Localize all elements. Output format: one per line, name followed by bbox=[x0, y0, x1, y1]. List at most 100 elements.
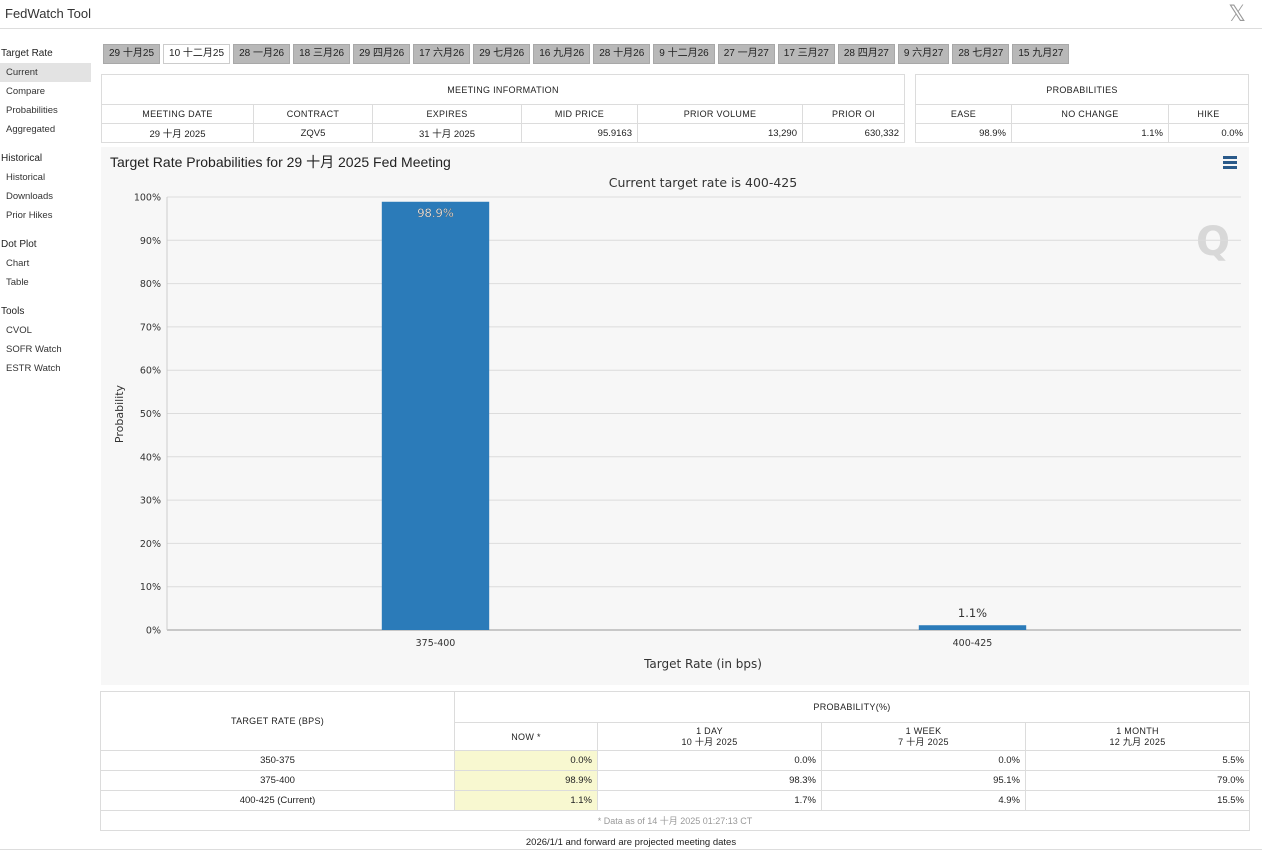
col-header: MID PRICE bbox=[521, 104, 638, 124]
mid-price-value: 95.9163 bbox=[521, 123, 638, 143]
x-axis-title: Target Rate (in bps) bbox=[643, 657, 762, 671]
probabilities-table: PROBABILITIES EASE NO CHANGE HIKE 98.9% … bbox=[915, 74, 1249, 143]
sidebar-nav: Target Rate Current Compare Probabilitie… bbox=[0, 44, 95, 378]
col-date: 10 十月 2025 bbox=[681, 736, 738, 747]
value-cell: 79.0% bbox=[1025, 770, 1250, 791]
value-cell: 0.0% bbox=[821, 750, 1026, 771]
sidebar-item-aggregated[interactable]: Aggregated bbox=[6, 124, 56, 135]
ease-value: 98.9% bbox=[915, 123, 1012, 143]
probability-header: PROBABILITY(%) bbox=[454, 691, 1250, 723]
col-header: MEETING DATE bbox=[101, 104, 254, 124]
prior-oi-value: 630,332 bbox=[802, 123, 905, 143]
now-cell: 0.0% bbox=[454, 750, 598, 771]
col-date: 7 十月 2025 bbox=[898, 736, 949, 747]
y-tick-label: 0% bbox=[146, 626, 161, 637]
sidebar-item-sofr-watch[interactable]: SOFR Watch bbox=[6, 344, 62, 355]
projected-dates-footnote: 2026/1/1 and forward are projected meeti… bbox=[525, 837, 737, 848]
y-axis-title: Probability bbox=[113, 384, 126, 443]
app-title: FedWatch Tool bbox=[5, 6, 91, 21]
meeting-tab[interactable]: 17 三月27 bbox=[777, 44, 835, 64]
y-tick-label: 90% bbox=[140, 236, 161, 247]
sidebar-heading-target-rate: Target Rate bbox=[1, 48, 53, 59]
value-cell: 1.7% bbox=[597, 790, 822, 811]
sidebar-item-estr-watch[interactable]: ESTR Watch bbox=[6, 363, 61, 374]
value-cell: 4.9% bbox=[821, 790, 1026, 811]
meeting-tab[interactable]: 28 一月26 bbox=[233, 44, 291, 64]
rate-cell: 350-375 bbox=[100, 750, 455, 771]
hamburger-menu-icon[interactable] bbox=[1223, 156, 1237, 169]
sidebar-item-historical[interactable]: Historical bbox=[6, 172, 46, 183]
sidebar-item-cvol[interactable]: CVOL bbox=[6, 325, 32, 336]
sidebar-item-chart[interactable]: Chart bbox=[6, 258, 30, 269]
meeting-tab[interactable]: 27 一月27 bbox=[717, 44, 775, 64]
probability-bar-chart: Current target rate is 400-425 Q 0% 10% 20… bbox=[113, 175, 1241, 671]
col-header: EASE bbox=[915, 104, 1012, 124]
target-rate-header: TARGET RATE (BPS) bbox=[100, 691, 455, 751]
col-header: HIKE bbox=[1168, 104, 1249, 124]
meeting-tab[interactable]: 9 十二月26 bbox=[653, 44, 715, 64]
col-date: 12 九月 2025 bbox=[1109, 736, 1166, 747]
value-cell: 0.0% bbox=[597, 750, 822, 771]
col-header-1-day: 1 DAY 10 十月 2025 bbox=[597, 722, 822, 751]
sidebar-item-prior-hikes[interactable]: Prior Hikes bbox=[6, 210, 53, 221]
sidebar-heading-historical: Historical bbox=[1, 153, 43, 164]
meeting-tab[interactable]: 16 九月26 bbox=[533, 44, 591, 64]
y-tick-label: 40% bbox=[140, 452, 161, 463]
meeting-tab[interactable]: 28 七月27 bbox=[952, 44, 1010, 64]
col-header: PRIOR OI bbox=[802, 104, 905, 124]
chart-panel: Target Rate Probabilities for 29 十月 2025… bbox=[101, 147, 1249, 685]
chart-subtitle: Current target rate is 400-425 bbox=[609, 175, 797, 190]
probabilities-title: PROBABILITIES bbox=[915, 74, 1249, 105]
bar-data-label: 98.9% bbox=[417, 206, 454, 220]
close-icon[interactable]: 𝕏 bbox=[1228, 2, 1246, 27]
sidebar-item-probabilities[interactable]: Probabilities bbox=[6, 105, 58, 116]
sidebar-item-table[interactable]: Table bbox=[6, 277, 29, 288]
bar-375-400[interactable] bbox=[381, 201, 490, 630]
probability-history-table: TARGET RATE (BPS) PROBABILITY(%) NOW * 1… bbox=[100, 691, 1250, 831]
meeting-tab[interactable]: 28 十月26 bbox=[593, 44, 651, 64]
table-row: 400-425 (Current) 1.1% 1.7% 4.9% 15.5% bbox=[100, 790, 1250, 811]
sidebar-item-downloads[interactable]: Downloads bbox=[6, 191, 53, 202]
meeting-info-title: MEETING INFORMATION bbox=[101, 74, 905, 105]
col-header: NO CHANGE bbox=[1011, 104, 1169, 124]
meeting-tab[interactable]: 28 四月27 bbox=[837, 44, 895, 64]
meeting-tab[interactable]: 29 七月26 bbox=[473, 44, 531, 64]
meeting-tab[interactable]: 9 六月27 bbox=[897, 44, 950, 64]
meeting-date-value: 29 十月 2025 bbox=[101, 123, 254, 143]
y-tick-label: 80% bbox=[140, 279, 161, 290]
rate-cell: 375-400 bbox=[100, 770, 455, 791]
col-label: 1 WEEK bbox=[905, 725, 942, 736]
y-tick-label: 70% bbox=[140, 322, 161, 333]
value-cell: 98.3% bbox=[597, 770, 822, 791]
now-cell: 98.9% bbox=[454, 770, 598, 791]
col-label: 1 DAY bbox=[696, 725, 723, 736]
sidebar-heading-dot-plot: Dot Plot bbox=[1, 239, 37, 250]
prior-volume-value: 13,290 bbox=[637, 123, 803, 143]
chart-heading: Target Rate Probabilities for 29 十月 2025… bbox=[110, 154, 451, 170]
meeting-tabs: 29 十月25 10 十二月25 28 一月26 18 三月26 29 四月26… bbox=[103, 44, 1072, 64]
value-cell: 15.5% bbox=[1025, 790, 1250, 811]
meeting-tab[interactable]: 17 六月26 bbox=[413, 44, 471, 64]
meeting-tab[interactable]: 29 四月26 bbox=[353, 44, 411, 64]
now-cell: 1.1% bbox=[454, 790, 598, 811]
x-tick-label: 375-400 bbox=[416, 638, 456, 649]
col-header: EXPIRES bbox=[372, 104, 522, 124]
meeting-tab-active[interactable]: 10 十二月25 bbox=[163, 44, 231, 64]
y-tick-label: 50% bbox=[140, 409, 161, 420]
bar-400-425[interactable] bbox=[918, 625, 1027, 630]
title-bar: FedWatch Tool 𝕏 bbox=[0, 0, 1262, 29]
footer-divider bbox=[0, 849, 1262, 850]
table-row: 350-375 0.0% 0.0% 0.0% 5.5% bbox=[100, 750, 1250, 771]
col-header-1-month: 1 MONTH 12 九月 2025 bbox=[1025, 722, 1250, 751]
meeting-tab[interactable]: 29 十月25 bbox=[103, 44, 161, 64]
meeting-tab[interactable]: 15 九月27 bbox=[1012, 44, 1070, 64]
hike-value: 0.0% bbox=[1168, 123, 1249, 143]
sidebar-item-compare[interactable]: Compare bbox=[6, 86, 46, 97]
value-cell: 95.1% bbox=[821, 770, 1026, 791]
y-tick-label: 20% bbox=[140, 539, 161, 550]
expires-value: 31 十月 2025 bbox=[372, 123, 522, 143]
no-change-value: 1.1% bbox=[1011, 123, 1169, 143]
col-header-now: NOW * bbox=[454, 722, 598, 751]
meeting-tab[interactable]: 18 三月26 bbox=[293, 44, 351, 64]
sidebar-item-current[interactable]: Current bbox=[0, 63, 91, 82]
